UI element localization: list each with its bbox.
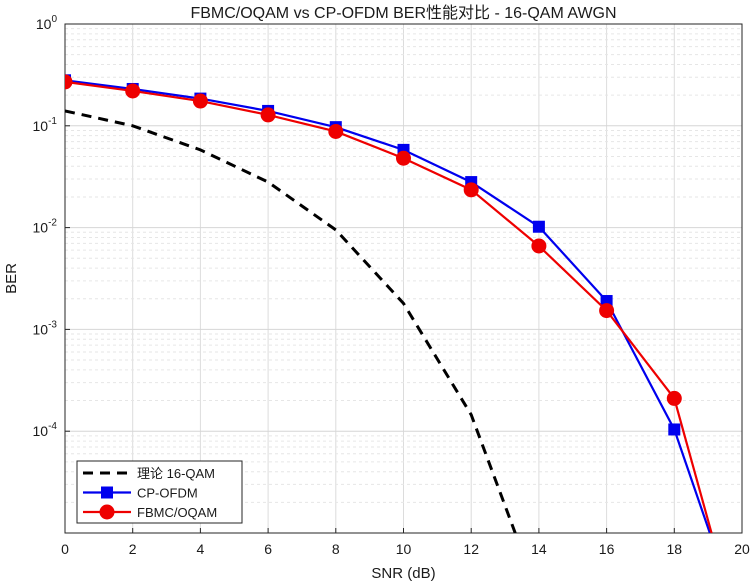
legend-marker [101, 486, 113, 499]
data-point-fbmc-oqam [531, 238, 547, 254]
x-tick-label: 0 [61, 541, 69, 557]
y-axis-label: BER [3, 263, 20, 294]
series-line-16-qam [65, 109, 517, 533]
x-tick-label: 4 [197, 541, 205, 557]
series-fbmc-oqam [65, 74, 713, 533]
legend-label: CP-OFDM [137, 486, 198, 501]
legend: 理论 16-QAM CP-OFDM FBMC/OQAM [76, 460, 243, 524]
x-tick-label: 6 [264, 541, 272, 557]
series [65, 74, 713, 533]
legend-label: 理论 16-QAM [137, 466, 215, 481]
x-tick-label: 2 [129, 541, 137, 557]
data-point-fbmc-oqam [328, 123, 344, 139]
legend-marker [99, 504, 115, 520]
x-tick-label: 12 [463, 541, 479, 557]
data-point-fbmc-oqam [260, 107, 276, 123]
legend-label: FBMC/OQAM [137, 505, 217, 520]
x-tick-label: 16 [599, 541, 615, 557]
data-point-fbmc-oqam [65, 74, 73, 90]
legend-item: CP-OFDM [83, 486, 198, 501]
data-point-fbmc-oqam [192, 93, 208, 109]
data-point-fbmc-oqam [125, 83, 141, 99]
legend-item: 理论 16-QAM [83, 466, 215, 481]
data-point-fbmc-oqam [666, 390, 682, 406]
x-tick-label: 20 [734, 541, 750, 557]
x-axis-label: SNR (dB) [371, 565, 435, 582]
data-point-cp-ofdm [532, 220, 545, 233]
data-point-cp-ofdm [668, 423, 681, 436]
data-point-fbmc-oqam [599, 303, 615, 319]
data-point-fbmc-oqam [396, 150, 411, 166]
x-tick-label: 10 [396, 541, 412, 557]
series-16-qam [65, 109, 517, 533]
chart-title: FBMC/OQAM vs CP-OFDM BER性能对比 - 16-QAM AW… [190, 4, 616, 22]
legend-item: FBMC/OQAM [83, 504, 217, 520]
x-tick-label: 14 [531, 541, 547, 557]
x-tick-label: 8 [332, 541, 340, 557]
data-point-fbmc-oqam [463, 182, 479, 198]
x-tick-label: 18 [667, 541, 683, 557]
